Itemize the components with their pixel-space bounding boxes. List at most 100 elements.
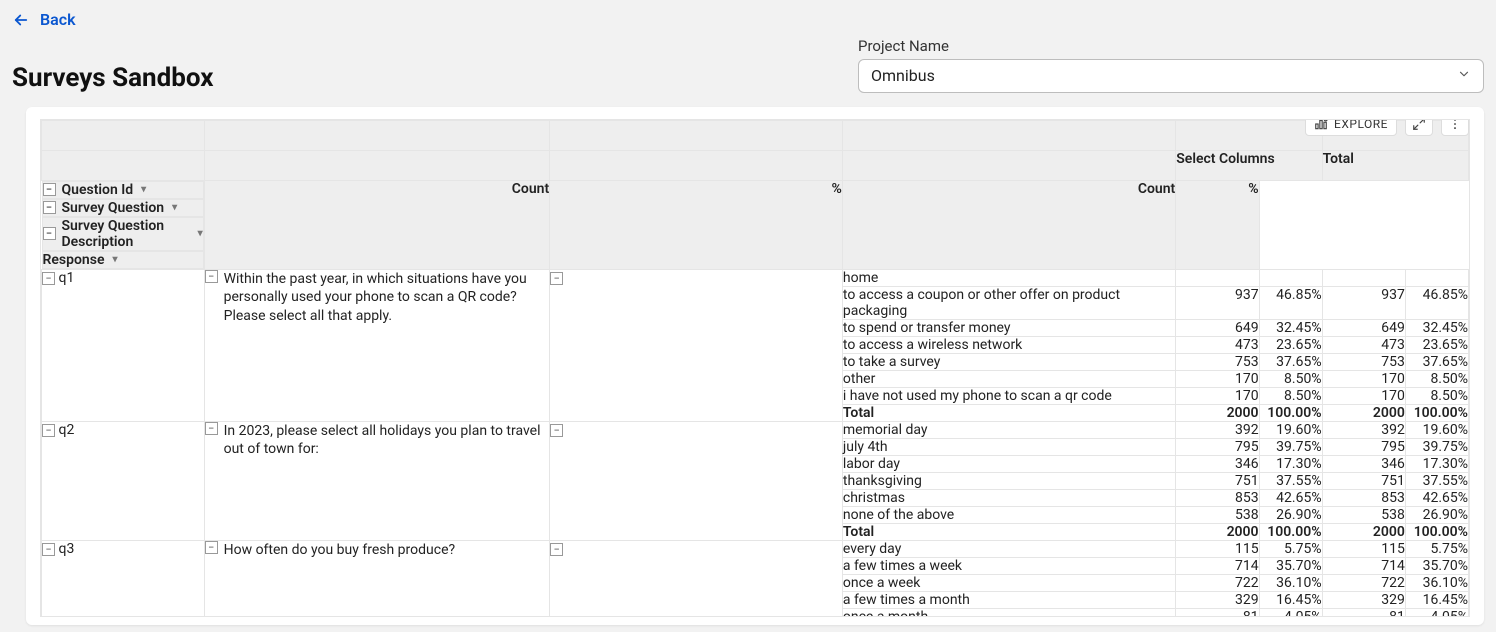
cell-total-count: 170: [1322, 370, 1405, 387]
col-select-pct[interactable]: %: [550, 180, 843, 269]
cell-question-id: − q1: [42, 269, 205, 421]
cell-select-pct: 100.00%: [1259, 404, 1322, 421]
collapse-icon[interactable]: −: [43, 183, 56, 196]
cell-survey-question: −In 2023, please select all holidays you…: [204, 421, 550, 540]
explore-button[interactable]: EXPLORE: [1305, 119, 1397, 136]
cell-total-count: 751: [1322, 472, 1405, 489]
collapse-icon[interactable]: −: [205, 422, 218, 435]
cell-total-pct: [1405, 269, 1468, 286]
collapse-icon[interactable]: −: [205, 541, 218, 554]
cell-select-pct: 100.00%: [1259, 523, 1322, 540]
cell-response: a few times a week: [842, 557, 1175, 574]
cell-question-id: − q2: [42, 421, 205, 540]
collapse-icon[interactable]: −: [42, 272, 55, 285]
more-button[interactable]: [1441, 119, 1469, 136]
cell-select-pct: 39.75%: [1259, 438, 1322, 455]
cell-total-pct: 23.65%: [1405, 336, 1468, 353]
cell-select-count: 392: [1176, 421, 1259, 438]
cell-survey-question: −How often do you buy fresh produce?: [204, 540, 550, 617]
cell-select-pct: 37.55%: [1259, 472, 1322, 489]
project-select-value: Omnibus: [871, 66, 935, 85]
cell-select-count: 170: [1176, 387, 1259, 404]
kebab-icon: [1448, 119, 1462, 131]
collapse-icon[interactable]: −: [43, 227, 56, 240]
back-label: Back: [40, 10, 76, 29]
col-response[interactable]: Response ▾: [42, 251, 204, 269]
page-title: Surveys Sandbox: [12, 63, 214, 93]
collapse-icon[interactable]: −: [550, 543, 563, 556]
cell-total-pct: 32.45%: [1405, 319, 1468, 336]
cell-total-count: 538: [1322, 506, 1405, 523]
collapse-icon[interactable]: −: [205, 270, 218, 283]
cell-response: i have not used my phone to scan a qr co…: [842, 387, 1175, 404]
cell-total-pct: 100.00%: [1405, 523, 1468, 540]
cell-total-count: 795: [1322, 438, 1405, 455]
explore-label: EXPLORE: [1334, 119, 1388, 131]
col-group-total[interactable]: Total: [1322, 150, 1468, 180]
cell-total-pct: 42.65%: [1405, 489, 1468, 506]
cell-total-pct: 8.50%: [1405, 370, 1468, 387]
cell-select-count: 751: [1176, 472, 1259, 489]
cell-total-pct: 46.85%: [1405, 286, 1468, 319]
cell-select-count: 346: [1176, 455, 1259, 472]
sort-icon[interactable]: ▾: [112, 254, 117, 265]
cell-total-count: 170: [1322, 387, 1405, 404]
cell-total-count: 81: [1322, 608, 1405, 617]
cell-total-count: 714: [1322, 557, 1405, 574]
cell-total-pct: 4.05%: [1405, 608, 1468, 617]
cell-select-pct: 8.50%: [1259, 370, 1322, 387]
cell-response: to access a coupon or other offer on pro…: [842, 286, 1175, 319]
back-link[interactable]: Back: [12, 10, 76, 29]
sort-icon[interactable]: ▾: [141, 184, 146, 195]
cell-survey-question: −Within the past year, in which situatio…: [204, 269, 550, 421]
col-question-id[interactable]: − Question Id ▾: [42, 181, 204, 199]
cell-total-count: 346: [1322, 455, 1405, 472]
cell-select-count: 538: [1176, 506, 1259, 523]
cell-total-pct: 100.00%: [1405, 404, 1468, 421]
cell-description: −: [550, 421, 843, 540]
cell-response: Total: [842, 404, 1175, 421]
col-survey-question[interactable]: − Survey Question ▾: [42, 199, 204, 217]
sort-icon[interactable]: ▾: [172, 202, 177, 213]
cell-response: labor day: [842, 455, 1175, 472]
cell-total-pct: 37.55%: [1405, 472, 1468, 489]
cell-total-pct: 19.60%: [1405, 421, 1468, 438]
project-name-label: Project Name: [858, 37, 1484, 55]
col-total-count[interactable]: Count: [842, 180, 1175, 269]
collapse-icon[interactable]: −: [43, 201, 56, 214]
cell-select-pct: [1259, 269, 1322, 286]
cell-select-pct: 23.65%: [1259, 336, 1322, 353]
arrow-left-icon: [12, 11, 30, 29]
cell-select-count: 329: [1176, 591, 1259, 608]
col-total-pct[interactable]: %: [1176, 180, 1259, 269]
cell-select-count: 115: [1176, 540, 1259, 557]
cell-response: christmas: [842, 489, 1175, 506]
cell-response: to take a survey: [842, 353, 1175, 370]
cell-question-id: − q3: [42, 540, 205, 617]
cell-response: july 4th: [842, 438, 1175, 455]
cell-total-count: 115: [1322, 540, 1405, 557]
collapse-icon[interactable]: −: [550, 424, 563, 437]
cell-select-count: 714: [1176, 557, 1259, 574]
cell-response: once a week: [842, 574, 1175, 591]
cell-total-pct: 39.75%: [1405, 438, 1468, 455]
expand-button[interactable]: [1405, 119, 1433, 136]
col-group-select[interactable]: Select Columns: [1176, 150, 1322, 180]
cell-description: −: [550, 540, 843, 617]
col-survey-question-description[interactable]: − Survey Question Description ▾: [42, 217, 204, 251]
cell-select-pct: 46.85%: [1259, 286, 1322, 319]
col-select-count[interactable]: Count: [204, 180, 550, 269]
cell-total-count: 722: [1322, 574, 1405, 591]
cell-response: to spend or transfer money: [842, 319, 1175, 336]
collapse-icon[interactable]: −: [42, 424, 55, 437]
project-select[interactable]: Omnibus: [858, 59, 1484, 93]
cell-total-count: 649: [1322, 319, 1405, 336]
cell-select-count: 2000: [1176, 523, 1259, 540]
cell-select-count: 2000: [1176, 404, 1259, 421]
pivot-table: Select Columns Total − Question Id ▾ − S…: [41, 120, 1469, 617]
cell-response: none of the above: [842, 506, 1175, 523]
sort-icon[interactable]: ▾: [198, 228, 203, 239]
cell-total-pct: 5.75%: [1405, 540, 1468, 557]
collapse-icon[interactable]: −: [550, 272, 563, 285]
collapse-icon[interactable]: −: [42, 543, 55, 556]
